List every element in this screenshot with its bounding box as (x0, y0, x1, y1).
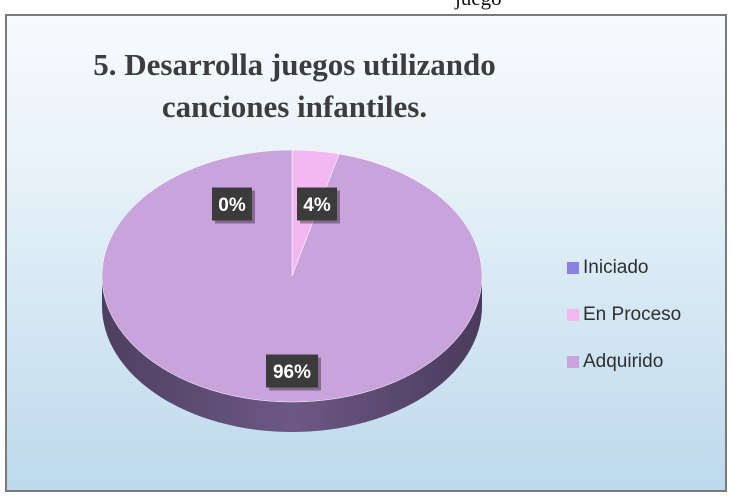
pie-slices (101, 149, 483, 432)
chart-title-line-1: 5. Desarrolla juegos utilizando (93, 47, 496, 82)
legend-swatch (567, 355, 579, 368)
svg-text:96%: 96% (273, 362, 311, 383)
legend-item-iniciado: Iniciado (567, 244, 681, 291)
legend-item-adquirido: Adquirido (567, 338, 681, 385)
legend-label: Adquirido (583, 350, 664, 372)
legend-swatch (567, 261, 579, 274)
legend-label: Iniciado (583, 256, 649, 278)
chart-title: 5. Desarrolla juegos utilizando cancione… (62, 44, 527, 128)
svg-text:4%: 4% (303, 195, 331, 216)
cut-off-text: juego (455, 0, 502, 11)
legend-swatch (567, 308, 579, 321)
legend: Iniciado En Proceso Adquirido (567, 244, 681, 385)
pie-slice-adquirido (101, 149, 483, 403)
data-label-en-proceso: 4% (297, 187, 340, 224)
data-label-iniciado: 0% (212, 187, 255, 224)
svg-text:0%: 0% (218, 195, 246, 216)
legend-label: En Proceso (583, 303, 682, 325)
chart-title-line-2: canciones infantiles. (161, 89, 428, 124)
data-labels: 0% 4% 96% (212, 187, 340, 391)
pie-side (102, 276, 482, 432)
chart-frame: 5. Desarrolla juegos utilizando cancione… (5, 14, 727, 492)
data-label-adquirido: 96% (266, 354, 321, 391)
pie-chart: 0% 4% 96% (101, 149, 483, 432)
legend-item-en-proceso: En Proceso (567, 291, 681, 338)
